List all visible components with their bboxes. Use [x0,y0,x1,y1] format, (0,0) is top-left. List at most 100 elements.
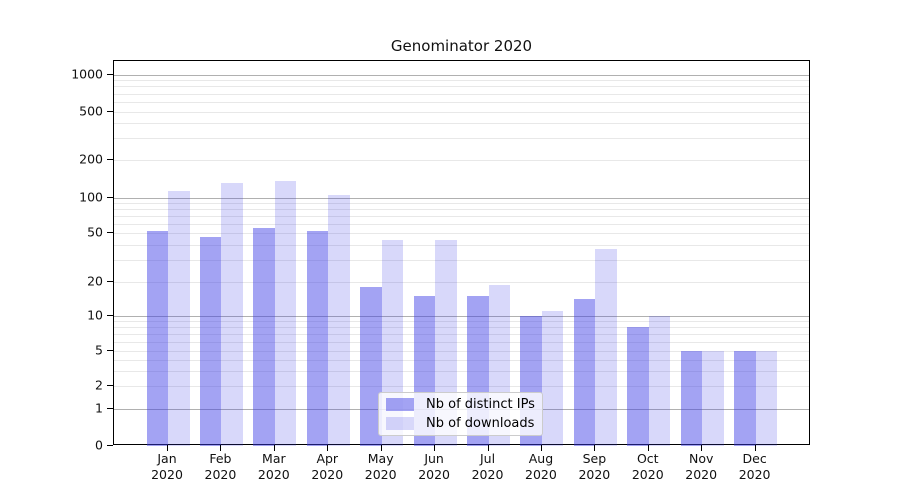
y-axis-tick-label: 500 [79,103,103,118]
grid-line-minor [114,327,809,329]
x-axis-tick [327,445,329,451]
legend-swatch-distinct-ips [386,398,414,412]
grid-line-minor [114,123,809,125]
x-axis-tick-label: Dec 2020 [738,451,771,482]
y-axis-tick-label: 10 [87,307,103,323]
grid-line-minor [114,351,809,352]
grid-line-minor [114,359,809,361]
y-axis-tick [107,281,113,282]
y-axis-tick [107,315,113,316]
x-axis-tick [273,445,275,451]
grid-line-major [114,74,809,76]
y-axis-tick [107,232,113,233]
bar-downloads-sep [595,249,617,446]
y-axis-tick-label: 5 [95,342,103,358]
legend-label-distinct-ips: Nb of distinct IPs [426,397,535,413]
bar-distinct-ips-jan [146,230,168,446]
x-axis-tick-label: Jun 2020 [418,451,450,482]
bar-downloads-apr [328,194,350,446]
x-axis-tick-label: Feb 2020 [204,451,237,482]
grid-line-minor [114,370,809,372]
grid-line-minor [114,159,809,161]
grid-line-minor [114,282,809,283]
x-axis-tick-label: Jul 2020 [471,451,504,482]
x-axis-tick [167,445,168,451]
grid-line-minor [114,341,809,343]
x-axis-tick [434,445,436,451]
bar-downloads-nov [702,351,724,446]
y-axis-tick [107,196,113,198]
bar-distinct-ips-may [360,287,382,446]
y-axis-tick [107,407,113,409]
y-axis-tick-label: 100 [79,189,103,204]
grid-line-minor [114,101,809,103]
bar-distinct-ips-mar [253,228,275,446]
grid-line-minor [114,93,809,95]
x-axis-tick [487,445,489,451]
y-axis-tick-label: 50 [87,224,103,240]
y-axis-tick-label: 1000 [71,66,103,81]
x-axis-tick-label: Oct 2020 [631,451,664,482]
x-axis-tick-label: Mar 2020 [257,451,290,482]
grid-line-minor [114,138,809,140]
legend-swatch-downloads [386,416,414,430]
chart-title: Genominator 2020 [390,37,533,55]
bar-downloads-aug [541,311,564,446]
grid-line-major [114,197,809,199]
x-axis-tick-label: Apr 2020 [311,451,344,482]
bar-distinct-ips-dec [734,351,756,446]
bar-distinct-ips-oct [627,327,649,446]
bar-downloads-dec [755,351,778,446]
x-axis-tick [380,445,382,451]
grid-line-minor [114,111,809,113]
y-axis-tick [107,445,113,446]
x-axis-tick [754,445,756,451]
x-axis-tick-label: Sep 2020 [578,451,611,482]
grid-line-minor [114,321,809,323]
y-axis-tick [107,73,113,75]
x-axis-tick-label: Nov 2020 [685,451,718,482]
bar-distinct-ips-nov [680,351,703,446]
x-axis-tick [647,445,649,451]
bar-downloads-feb [221,183,243,446]
y-axis-tick [107,350,113,351]
x-axis-tick [540,445,542,451]
grid-line-minor [114,223,809,225]
bar-distinct-ips-sep [573,299,596,446]
legend-item-distinct-ips: Nb of distinct IPs [379,396,542,413]
bar-downloads-mar [274,180,297,446]
x-axis-tick [701,445,703,451]
grid-line-minor [114,244,809,246]
y-axis-tick-label: 1 [95,400,103,415]
y-axis-tick-label: 200 [79,151,103,166]
grid-line-minor [114,260,809,262]
plot-area [113,60,810,446]
legend-box: Nb of distinct IPs Nb of downloads [378,392,543,436]
legend-item-downloads: Nb of downloads [379,415,542,432]
legend-label-downloads: Nb of downloads [426,415,535,431]
bar-downloads-jan [168,190,190,446]
y-axis-tick-label: 0 [95,437,103,453]
x-axis-tick-label: Jan 2020 [151,451,183,482]
grid-line-major [114,316,809,317]
y-axis-tick [107,385,113,386]
y-axis-tick [107,158,113,160]
x-axis-tick [594,445,596,451]
x-axis-tick-label: May 2020 [364,451,397,482]
y-axis-tick-label: 2 [95,377,103,393]
grid-line-minor [114,80,809,82]
grid-line-minor [114,86,809,88]
grid-line-minor [114,334,809,335]
bar-distinct-ips-apr [306,230,329,446]
bar-distinct-ips-feb [199,237,222,446]
x-axis-tick-label: Aug 2020 [525,451,557,482]
y-axis-tick [107,110,113,112]
grid-line-minor [114,208,809,210]
x-axis-tick [220,445,222,451]
grid-line-minor [114,202,809,204]
y-axis-tick-label: 20 [87,273,103,289]
grid-line-minor [114,215,809,217]
grid-line-minor [114,233,809,234]
grid-line-minor [114,386,809,387]
